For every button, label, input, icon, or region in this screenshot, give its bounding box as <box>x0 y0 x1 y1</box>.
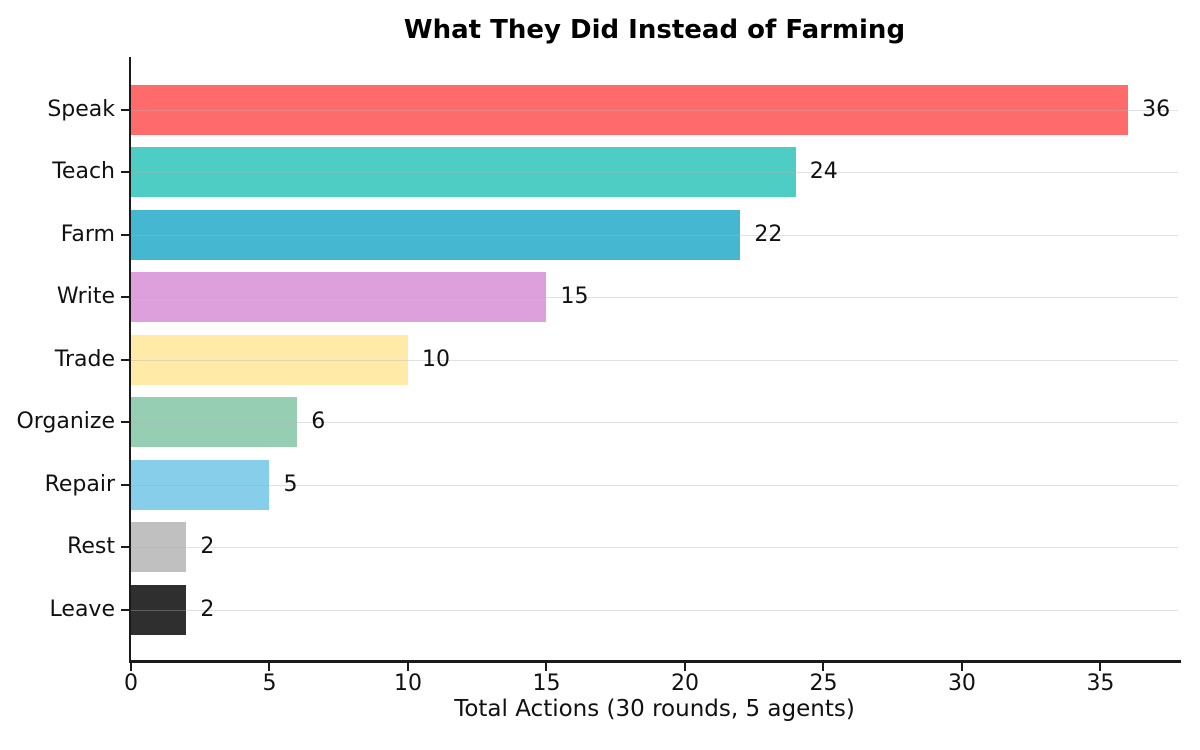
x-tick-label-10: 10 <box>393 671 422 696</box>
y-tick-label-speak: Speak <box>47 96 115 122</box>
y-tick-speak <box>120 108 129 111</box>
x-tick-15 <box>545 662 548 671</box>
x-tick-5 <box>268 662 271 671</box>
value-label-leave: 2 <box>200 596 215 622</box>
bar-speak <box>131 84 1129 135</box>
y-tick-label-organize: Organize <box>16 409 115 434</box>
value-label-teach: 24 <box>809 159 838 184</box>
bar-farm <box>131 209 741 260</box>
gridline-trade <box>131 359 1178 361</box>
x-tick-label-30: 30 <box>947 671 976 696</box>
y-tick-label-trade: Trade <box>54 346 115 372</box>
y-tick-label-write: Write <box>56 284 115 309</box>
y-tick-write <box>120 296 129 298</box>
x-tick-0 <box>130 662 132 671</box>
gridline-farm <box>131 234 1178 236</box>
bar-teach <box>131 147 796 197</box>
value-label-trade: 10 <box>421 346 450 372</box>
value-label-organize: 6 <box>311 409 326 434</box>
y-tick-leave <box>120 608 129 611</box>
gridline-write <box>131 297 1178 298</box>
y-tick-label-repair: Repair <box>44 471 115 497</box>
x-tick-20 <box>683 662 686 671</box>
x-axis-label: Total Actions (30 rounds, 5 agents) <box>454 696 855 722</box>
x-tick-30 <box>960 662 963 671</box>
x-tick-label-15: 15 <box>532 671 561 696</box>
bar-organize <box>131 397 298 447</box>
y-tick-label-teach: Teach <box>52 159 115 184</box>
value-label-repair: 5 <box>283 471 298 497</box>
bar-leave <box>131 584 187 635</box>
bar-write <box>131 272 547 322</box>
x-tick-label-0: 0 <box>124 671 138 696</box>
y-tick-label-farm: Farm <box>60 221 115 247</box>
y-axis-spine <box>128 57 131 663</box>
y-tick-repair <box>120 483 129 486</box>
x-tick-label-25: 25 <box>809 671 838 696</box>
x-tick-10 <box>406 662 409 671</box>
y-tick-organize <box>120 421 129 423</box>
x-tick-25 <box>822 662 825 671</box>
chart-title: What They Did Instead of Farming <box>403 15 906 45</box>
bar-repair <box>131 459 270 510</box>
x-tick-35 <box>1099 662 1102 671</box>
gridline-organize <box>131 422 1178 423</box>
value-label-speak: 36 <box>1142 96 1171 122</box>
x-tick-label-35: 35 <box>1086 671 1115 696</box>
value-label-farm: 22 <box>754 221 783 247</box>
plot-area: Speak 36 Teach 24 Farm 22 Write 15 Trade 10 Organi… <box>16 57 1181 695</box>
y-tick-label-rest: Rest <box>67 534 115 559</box>
x-tick-label-5: 5 <box>262 671 277 696</box>
y-tick-label-leave: Leave <box>49 596 115 622</box>
y-tick-teach <box>120 171 129 173</box>
bar-trade <box>131 334 408 385</box>
x-axis-spine <box>128 660 1181 663</box>
y-tick-farm <box>120 233 129 236</box>
value-label-rest: 2 <box>200 534 215 559</box>
gridline-repair <box>131 484 1178 486</box>
value-label-write: 15 <box>560 284 589 309</box>
gridline-leave <box>131 609 1178 611</box>
gridline-speak <box>131 109 1178 111</box>
bar-rest <box>131 522 187 572</box>
y-tick-rest <box>120 546 129 548</box>
y-tick-trade <box>120 358 129 361</box>
x-tick-label-20: 20 <box>670 671 699 696</box>
gridline-teach <box>131 172 1178 173</box>
gridline-rest <box>131 547 1178 548</box>
